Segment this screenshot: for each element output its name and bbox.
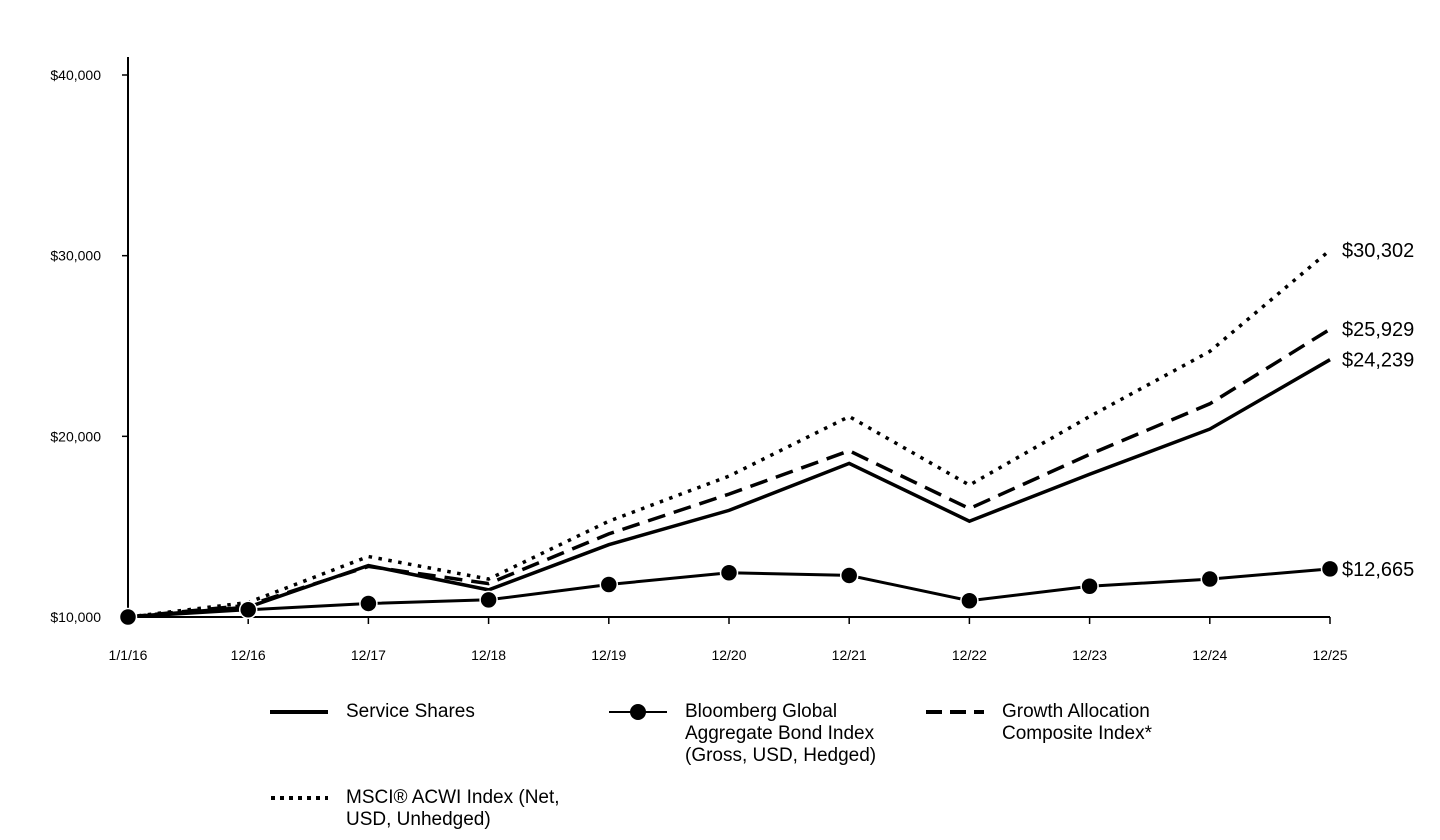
end-labels: $24,239 $12,665 $25,929 $30,302 bbox=[1342, 240, 1414, 581]
axes: $10,000 $20,000 $30,000 $40,000 1/1/16 12/16 1… bbox=[50, 57, 1348, 663]
data-point-marker bbox=[599, 575, 619, 594]
x-tick-label: 12/19 bbox=[591, 647, 626, 663]
series-lines bbox=[127, 248, 1332, 619]
end-value-label: $30,302 bbox=[1342, 240, 1414, 262]
y-tick-label: $10,000 bbox=[50, 609, 101, 625]
data-point-marker bbox=[719, 563, 739, 582]
data-point-marker bbox=[359, 594, 378, 613]
end-value-label: $12,665 bbox=[1342, 559, 1414, 581]
data-point-marker bbox=[238, 600, 258, 620]
data-point-marker bbox=[1200, 569, 1220, 589]
series-markers bbox=[118, 559, 1340, 627]
y-tick-label: $20,000 bbox=[50, 428, 101, 444]
y-tick-label: $30,000 bbox=[50, 248, 101, 264]
x-tick-label: 12/20 bbox=[711, 647, 746, 663]
data-point-marker bbox=[1320, 559, 1340, 579]
series-line-solid bbox=[127, 358, 1331, 619]
data-point-marker bbox=[1080, 577, 1099, 596]
x-tick-label: 12/22 bbox=[952, 647, 987, 663]
x-tick-label: 12/16 bbox=[231, 647, 266, 663]
y-tick-label: $40,000 bbox=[50, 67, 101, 83]
data-point-marker bbox=[960, 591, 979, 610]
x-tick-label: 12/18 bbox=[471, 647, 506, 663]
data-point-marker bbox=[118, 607, 138, 627]
series-line-dotted bbox=[127, 248, 1332, 619]
data-point-marker bbox=[839, 566, 859, 585]
x-tick-label: 12/17 bbox=[351, 647, 386, 663]
x-tick-label: 12/23 bbox=[1072, 647, 1107, 663]
end-value-label: $24,239 bbox=[1342, 350, 1414, 372]
data-point-marker bbox=[479, 590, 498, 610]
x-tick-label: 1/1/16 bbox=[109, 647, 148, 663]
end-value-label: $25,929 bbox=[1342, 319, 1414, 341]
x-tick-label: 12/21 bbox=[832, 647, 867, 663]
x-tick-label: 12/24 bbox=[1192, 647, 1227, 663]
x-tick-label: 12/25 bbox=[1312, 647, 1347, 663]
